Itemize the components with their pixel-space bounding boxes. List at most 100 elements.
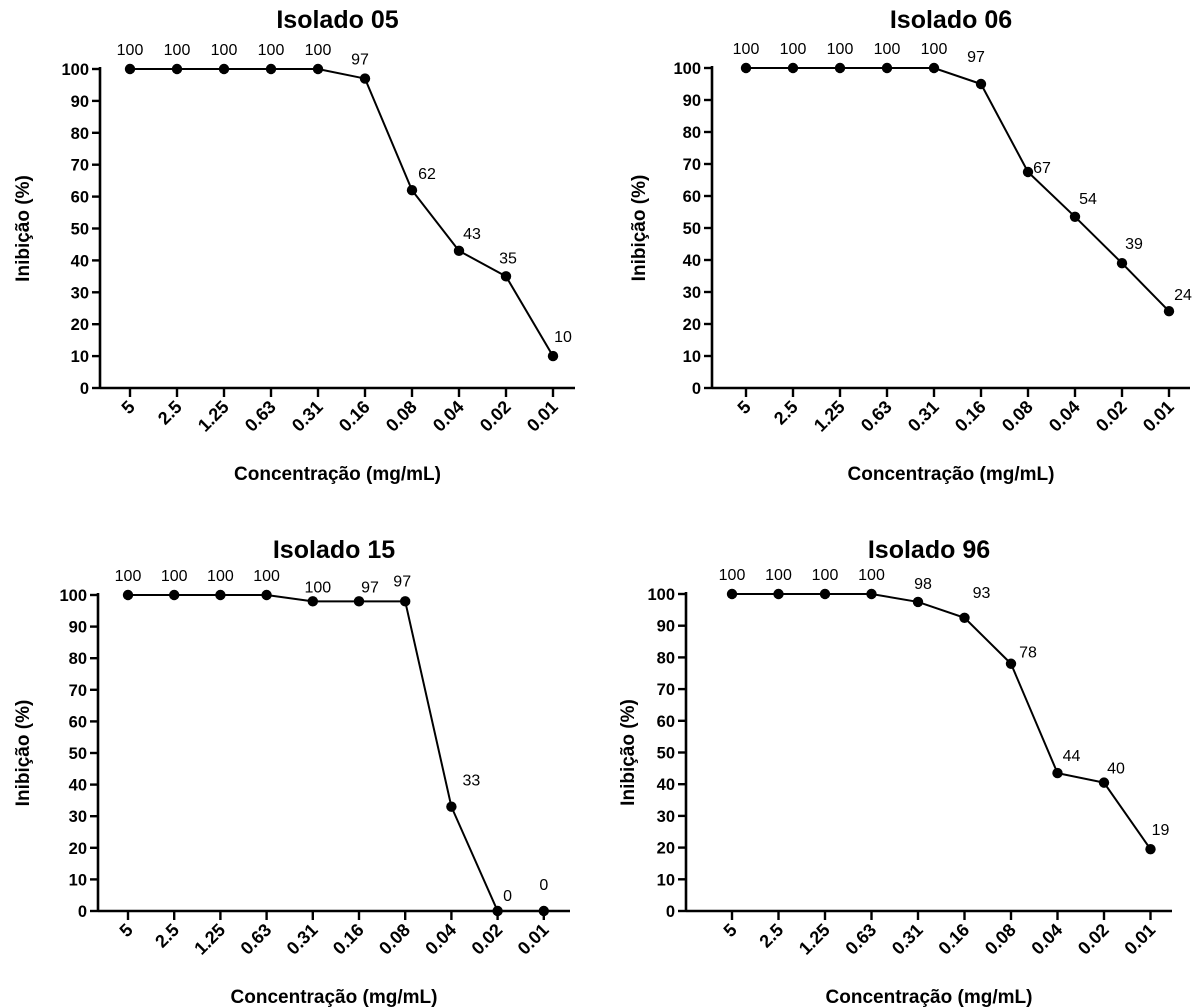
y-tick-label: 0 xyxy=(80,380,89,398)
data-point xyxy=(218,63,230,75)
x-axis-title: Concentração (mg/mL) xyxy=(848,464,1055,485)
x-tick-label: 0.31 xyxy=(288,397,327,436)
y-tick-label: 40 xyxy=(683,252,701,270)
x-tick-label: 0.02 xyxy=(1092,397,1131,436)
y-tick-label: 20 xyxy=(71,316,89,334)
data-label: 62 xyxy=(418,166,436,183)
x-tick-label: 0.04 xyxy=(1027,920,1066,959)
x-tick-label: 0.04 xyxy=(429,397,468,436)
data-label: 10 xyxy=(554,329,572,346)
x-tick-label: 0.08 xyxy=(382,397,421,436)
y-tick-label: 80 xyxy=(683,124,701,142)
data-point xyxy=(500,271,512,282)
x-tick-label: 5 xyxy=(118,397,139,418)
data-point xyxy=(1098,777,1110,788)
data-point xyxy=(547,350,559,362)
y-tick-label: 80 xyxy=(657,649,675,667)
y-tick-label: 0 xyxy=(78,903,87,921)
y-tick-label: 60 xyxy=(683,188,701,206)
data-label: 43 xyxy=(463,226,481,243)
x-tick-label: 5 xyxy=(720,920,741,941)
y-tick-label: 100 xyxy=(61,61,89,79)
x-tick-label: 0.63 xyxy=(841,920,880,959)
chart-title: Isolado 05 xyxy=(276,6,398,34)
y-tick-label: 40 xyxy=(657,776,675,794)
y-tick-label: 30 xyxy=(683,284,701,302)
data-label: 100 xyxy=(780,41,807,58)
data-label: 67 xyxy=(1033,160,1051,177)
chart-title: Isolado 96 xyxy=(868,536,990,564)
x-tick-label: 0.08 xyxy=(375,920,414,959)
data-label: 100 xyxy=(921,41,948,58)
data-label: 39 xyxy=(1125,236,1143,253)
x-tick-label: 0.16 xyxy=(329,920,368,959)
data-point xyxy=(453,245,465,257)
x-tick-label: 0.63 xyxy=(241,397,280,436)
y-tick-label: 100 xyxy=(673,60,701,78)
x-tick-label: 2.5 xyxy=(770,397,802,429)
x-tick-label: 0.02 xyxy=(468,920,507,959)
data-point xyxy=(1163,306,1175,317)
data-label: 78 xyxy=(1019,645,1037,662)
y-tick-label: 0 xyxy=(692,380,701,398)
y-tick-label: 70 xyxy=(69,682,87,700)
data-point xyxy=(1022,166,1034,178)
data-label: 100 xyxy=(253,568,280,585)
y-tick-label: 90 xyxy=(71,93,89,111)
data-point xyxy=(446,801,457,812)
data-point xyxy=(353,596,365,607)
x-tick-label: 0.04 xyxy=(1045,397,1084,436)
x-tick-label: 0.08 xyxy=(998,397,1037,436)
x-tick-label: 0.16 xyxy=(934,920,973,959)
x-tick-label: 1.25 xyxy=(194,397,233,436)
data-label: 97 xyxy=(351,52,369,69)
y-tick-label: 60 xyxy=(69,713,87,731)
series-line xyxy=(128,594,544,912)
data-point xyxy=(912,596,924,608)
data-label: 98 xyxy=(914,576,932,593)
x-tick-label: 2.5 xyxy=(151,920,183,952)
data-label: 100 xyxy=(719,567,746,584)
y-tick-label: 10 xyxy=(657,871,675,889)
y-tick-label: 50 xyxy=(683,220,701,238)
data-point xyxy=(307,596,318,607)
data-point xyxy=(171,63,183,75)
data-point xyxy=(866,588,877,600)
data-point xyxy=(312,63,324,75)
data-point xyxy=(975,78,987,90)
series-line xyxy=(746,67,1170,312)
data-label: 35 xyxy=(499,250,517,267)
y-tick-label: 80 xyxy=(69,650,87,668)
data-point xyxy=(492,905,503,917)
x-tick-label: 2.5 xyxy=(154,397,186,429)
data-point xyxy=(215,589,226,601)
y-tick-label: 30 xyxy=(657,808,675,826)
y-tick-label: 0 xyxy=(666,903,675,921)
y-axis-title: Inibição (%) xyxy=(13,175,34,282)
y-tick-label: 40 xyxy=(69,777,87,795)
x-tick-label: 1.25 xyxy=(810,397,849,436)
y-tick-label: 20 xyxy=(683,316,701,334)
data-label: 100 xyxy=(161,568,188,585)
data-label: 97 xyxy=(361,579,379,596)
data-point xyxy=(406,185,418,196)
x-tick-label: 0.02 xyxy=(476,397,515,436)
data-point xyxy=(819,588,831,600)
data-label: 19 xyxy=(1152,822,1170,839)
x-tick-label: 5 xyxy=(734,397,755,418)
data-label: 33 xyxy=(463,773,481,790)
data-point xyxy=(1052,767,1063,779)
x-tick-label: 0.16 xyxy=(951,397,990,436)
data-label: 100 xyxy=(211,42,238,59)
data-point xyxy=(1005,658,1017,669)
y-tick-label: 30 xyxy=(69,808,87,826)
data-point xyxy=(740,62,752,74)
x-tick-label: 0.01 xyxy=(1139,397,1178,436)
x-tick-label: 0.31 xyxy=(888,920,927,959)
y-tick-label: 80 xyxy=(71,125,89,143)
data-label: 100 xyxy=(207,568,234,585)
data-point xyxy=(265,63,277,75)
x-tick-label: 1.25 xyxy=(190,920,229,959)
x-axis-title: Concentração (mg/mL) xyxy=(231,987,438,1007)
data-point xyxy=(928,62,940,74)
